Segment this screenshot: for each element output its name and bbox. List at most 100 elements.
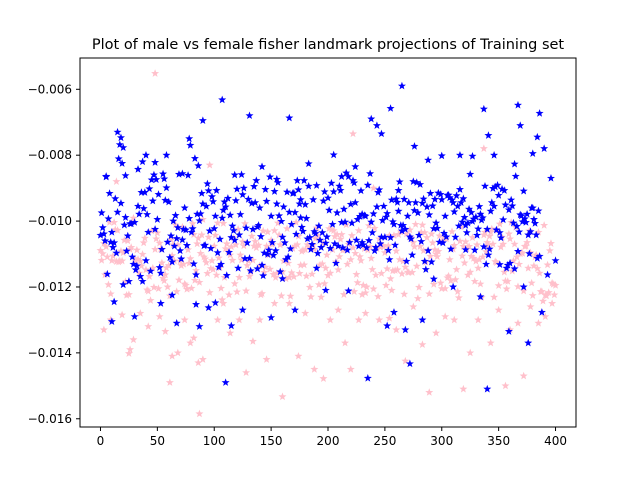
female-point <box>139 238 148 247</box>
male-point <box>397 226 406 235</box>
female-point <box>534 228 543 236</box>
male-point <box>184 171 193 179</box>
male-point <box>408 250 417 259</box>
male-point <box>114 154 123 163</box>
male-point <box>516 121 525 129</box>
male-point <box>418 199 427 207</box>
male-point <box>272 199 281 208</box>
male-point <box>321 286 330 294</box>
female-point <box>494 305 503 314</box>
female-point <box>178 222 187 231</box>
female-point <box>116 246 125 255</box>
male-point <box>322 232 331 241</box>
female-point <box>237 255 246 264</box>
male-point <box>437 195 446 204</box>
male-point <box>192 300 201 308</box>
male-point <box>168 291 177 299</box>
female-point <box>119 248 128 257</box>
female-point <box>429 280 438 288</box>
male-point <box>112 248 121 257</box>
male-point <box>450 207 459 216</box>
male-point <box>122 246 131 255</box>
male-point <box>399 221 408 229</box>
male-point <box>333 208 342 217</box>
female-point <box>97 256 106 264</box>
male-point <box>361 211 370 220</box>
male-point <box>371 243 380 251</box>
female-point <box>168 251 177 260</box>
female-point <box>189 333 198 342</box>
male-point <box>517 211 526 220</box>
male-point <box>107 228 116 236</box>
male-point <box>289 188 298 197</box>
female-point <box>165 378 174 386</box>
female-point <box>99 325 108 334</box>
male-point <box>491 182 500 191</box>
male-point <box>312 264 321 272</box>
female-point <box>219 299 228 307</box>
male-point <box>211 211 220 220</box>
female-point <box>167 235 175 244</box>
male-point <box>337 218 346 226</box>
male-point <box>304 181 313 190</box>
female-point <box>506 325 515 334</box>
female-point <box>311 234 320 242</box>
male-point <box>298 227 307 235</box>
female-point <box>378 241 387 249</box>
female-point <box>451 275 460 284</box>
male-point <box>388 217 397 226</box>
male-point <box>218 95 227 104</box>
male-point <box>296 195 305 204</box>
female-point <box>495 219 504 228</box>
male-point <box>285 113 294 122</box>
male-point <box>168 257 177 266</box>
male-point <box>269 251 278 259</box>
female-point <box>259 226 268 235</box>
female-point <box>432 249 441 258</box>
male-point <box>367 217 376 226</box>
male-point <box>237 170 246 179</box>
female-point <box>314 280 323 289</box>
male-point <box>220 197 229 206</box>
female-point <box>369 183 378 192</box>
female-point <box>211 231 220 239</box>
female-point <box>526 302 535 311</box>
male-point <box>262 197 271 205</box>
female-point <box>485 232 494 240</box>
female-point <box>318 259 327 268</box>
female-point <box>415 283 423 291</box>
male-point <box>295 199 304 208</box>
male-point <box>174 170 183 178</box>
male-point <box>207 192 216 201</box>
female-point <box>389 231 398 239</box>
female-point <box>453 287 462 295</box>
male-point <box>129 260 138 268</box>
male-point <box>160 174 169 183</box>
male-point <box>400 195 409 203</box>
female-point <box>136 257 145 265</box>
male-point <box>110 238 119 247</box>
female-point <box>109 251 117 260</box>
female-point <box>503 277 512 285</box>
male-point <box>178 235 187 244</box>
male-point <box>379 202 388 210</box>
female-point <box>400 290 409 298</box>
female-point <box>144 287 153 295</box>
male-point <box>318 228 327 237</box>
female-point <box>260 268 269 276</box>
female-point <box>131 256 140 265</box>
female-point <box>217 284 226 292</box>
male-point <box>529 215 538 223</box>
female-point <box>222 239 231 248</box>
male-point <box>96 231 105 239</box>
female-point <box>225 290 234 299</box>
male-point <box>212 186 221 194</box>
female-point <box>312 223 321 232</box>
male-point <box>510 159 519 168</box>
female-point <box>425 289 434 298</box>
male-point <box>291 305 299 314</box>
male-point <box>197 189 206 197</box>
female-point <box>418 220 427 229</box>
male-point <box>397 81 406 90</box>
male-points-layer <box>96 81 560 393</box>
